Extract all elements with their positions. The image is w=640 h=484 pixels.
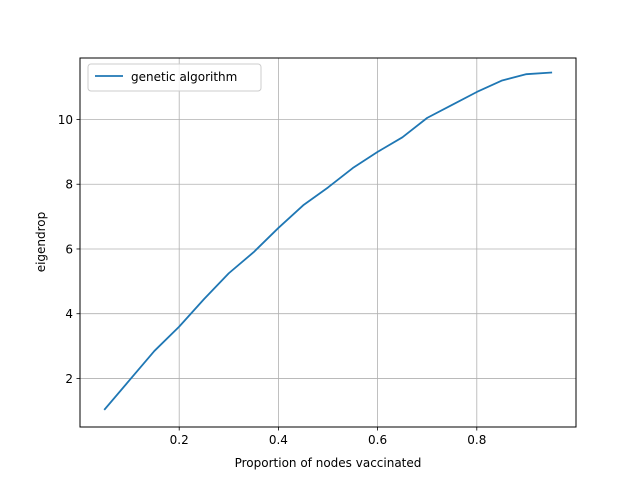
y-tick-label: 10 — [58, 113, 73, 127]
x-tick-label: 0.2 — [170, 433, 189, 447]
legend-box — [87, 63, 262, 92]
plot-frame — [79, 57, 577, 428]
x-tick-label: 0.4 — [269, 433, 288, 447]
legend-label: genetic algorithm — [131, 70, 237, 84]
y-axis-label: eigendrop — [34, 212, 48, 273]
grid-lines — [80, 58, 576, 427]
x-axis-ticks: 0.2 0.4 0.6 0.8 — [170, 427, 486, 447]
y-tick-label: 2 — [65, 372, 73, 386]
y-axis-ticks: 2 4 6 8 10 — [58, 113, 80, 386]
y-tick-label: 4 — [65, 307, 73, 321]
x-axis-label: Proportion of nodes vaccinated — [235, 456, 422, 470]
x-tick-label: 0.6 — [368, 433, 387, 447]
series-layer — [103, 71, 553, 411]
x-tick-label: 0.8 — [467, 433, 486, 447]
y-tick-label: 6 — [65, 242, 73, 256]
y-tick-label: 8 — [65, 178, 73, 192]
legend: genetic algorithm — [87, 63, 262, 92]
series-line — [103, 71, 553, 411]
